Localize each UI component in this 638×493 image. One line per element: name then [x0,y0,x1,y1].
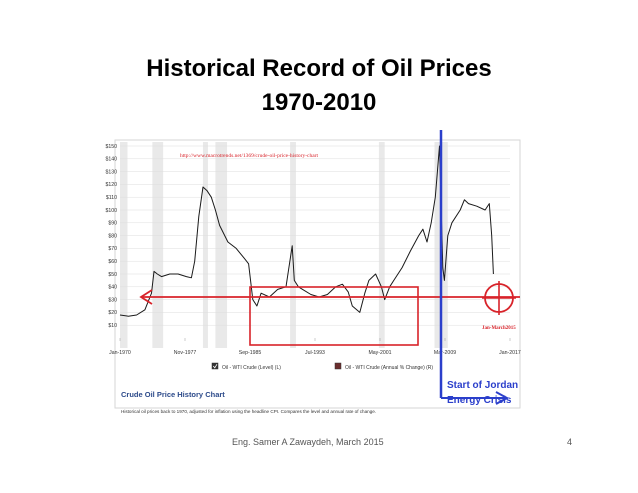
legend-entry-level: Oil - WTI Crude (Level) (L) [222,365,281,371]
recession-band [378,142,385,348]
slide-title-line-1: Historical Record of Oil Prices [146,55,492,82]
y-tick-label: $140 [105,157,117,163]
checkbox-check-icon [212,363,218,369]
page-number: 4 [567,437,573,447]
y-tick-label: $80 [108,233,117,239]
legend-entry-change: Oil - WTI Crude (Annual % Change) (R) [345,365,433,371]
footer-author: Eng. Samer A Zawaydeh, March 2015 [232,437,384,447]
marker-label: Jan-March2015 [482,326,516,331]
y-tick-label: $50 [108,272,117,278]
jordan-label-line-2: Energy Crisis [447,395,512,406]
y-tick-label: $120 [105,182,117,188]
y-tick-label: $100 [105,208,117,214]
legend-level-swatch [211,362,219,370]
y-tick-label: $30 [108,297,117,303]
recession-band [152,142,164,348]
y-tick-label: $40 [108,285,117,291]
y-axis-ticks: $10 $20 $30 $40 $50 $60 $70 $80 $90 $100 $110 $120 $… [105,144,117,329]
y-tick-label: $150 [105,144,117,150]
legend-change-swatch [334,362,342,370]
x-tick-label: Jan-2017 [499,350,521,356]
y-tick-label: $10 [108,323,117,329]
chart-legend: Oil - WTI Crude (Level) (L) Oil - WTI Cr… [211,362,433,371]
x-axis-ticks: Jan-1970 Nov-1977 Sep-1985 Jul-1993 May-2001… [109,338,521,356]
slide-title: Historical Record of Oil Prices 1970-201… [0,52,638,120]
y-tick-label: $70 [108,246,117,252]
y-tick-label: $20 [108,310,117,316]
recession-band [290,142,296,348]
x-tick-label: May-2001 [368,350,391,356]
x-tick-label: Nov-1977 [174,350,197,356]
y-tick-label: $90 [108,221,117,227]
source-url: http://www.macrotrends.net/1369/crude-oi… [180,153,318,159]
jordan-label-line-1: Start of Jordan [447,380,518,391]
recession-band [120,142,128,348]
y-tick-label: $60 [108,259,117,265]
arrow-right-icon [495,391,510,405]
y-tick-label: $130 [105,169,117,175]
slide-title-line-2: 1970-2010 [261,89,377,116]
x-tick-label: Jan-1970 [109,350,131,356]
y-tick-label: $110 [106,195,117,201]
x-tick-label: Sep-1985 [239,350,262,356]
chart-caption-title: Crude Oil Price History Chart [121,390,225,399]
x-tick-label: Jul-1993 [305,350,325,356]
low-price-box [249,286,419,346]
chart-caption-description: Historical oil prices back to 1970, adju… [121,409,376,414]
arrow-left-icon [139,289,153,305]
x-tick-label: Mar-2009 [434,350,456,356]
recession-band [215,142,228,348]
recession-band [202,142,208,348]
